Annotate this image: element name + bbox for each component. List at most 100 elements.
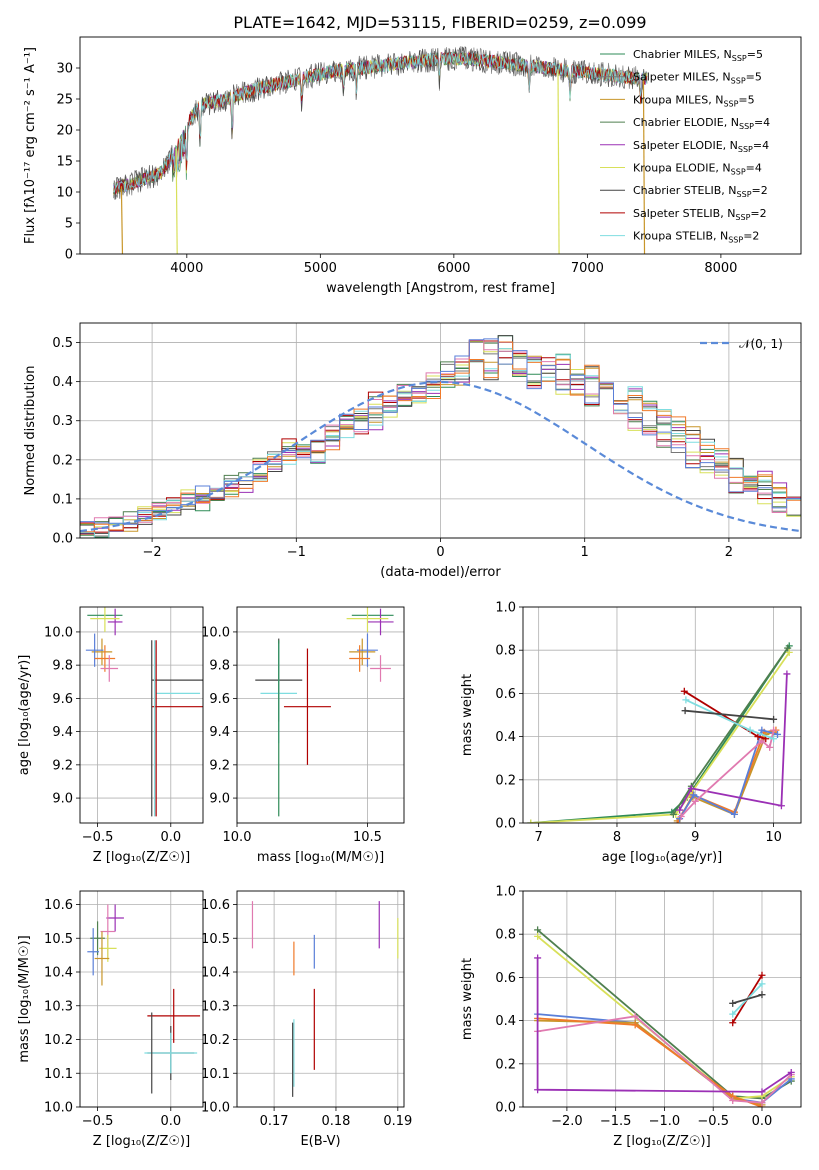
- plot-area: [527, 642, 793, 823]
- weight-marker: [754, 733, 762, 741]
- y-tick-label: 0.4: [495, 730, 516, 745]
- weight-marker: [770, 735, 778, 743]
- x-tick-label: 7: [535, 830, 543, 845]
- y-tick-label: 15: [56, 155, 73, 170]
- weight-marker: [534, 954, 542, 962]
- y-tick-label: 9.4: [52, 725, 73, 740]
- plot-area: [85, 607, 203, 817]
- y-tick-label: 9.6: [209, 692, 230, 707]
- x-tick-label: 10: [765, 830, 782, 845]
- plot-area: [113, 46, 648, 254]
- weight-marker: [777, 802, 785, 810]
- histogram-step: [80, 335, 801, 538]
- y-tick-label: 10.4: [201, 966, 230, 981]
- y-tick-label: 10.3: [201, 999, 230, 1014]
- weight-marker: [729, 999, 737, 1007]
- weight-marker: [687, 784, 695, 792]
- spectrum-dropout: [175, 148, 178, 254]
- weight-line: [685, 709, 774, 721]
- weight-marker: [534, 926, 542, 934]
- axes-frame: [79, 606, 204, 824]
- weight-marker: [631, 1021, 639, 1029]
- x-tick-label: −1.5: [600, 1114, 632, 1129]
- y-tick-label: 10.0: [44, 625, 73, 640]
- error-bar: [100, 655, 119, 682]
- weight-marker: [758, 971, 766, 979]
- legend-label: Salpeter MILES, NSSP=5: [633, 71, 762, 86]
- weight-line: [536, 958, 792, 1093]
- y-axis-label: mass weight: [460, 958, 475, 1040]
- y-tick-label: 10.0: [201, 625, 230, 640]
- y-tick-label: 10.5: [44, 932, 73, 947]
- axes-frame: [79, 36, 802, 255]
- x-tick-label: −0.5: [82, 1114, 114, 1129]
- y-tick-label: 5: [65, 217, 73, 232]
- histogram-step: [80, 335, 801, 534]
- y-tick-label: 9.4: [209, 725, 230, 740]
- y-tick-label: 9.0: [52, 792, 73, 807]
- axes-frame: [236, 606, 405, 824]
- x-axis-label: mass [log₁₀(M/M☉)]: [257, 850, 384, 865]
- weight-line: [537, 1017, 763, 1107]
- weight-marker: [669, 810, 677, 818]
- y-tick-label: 0.4: [495, 1014, 516, 1029]
- y-tick-label: 0.2: [52, 453, 73, 468]
- y-tick-label: 0.5: [52, 336, 73, 351]
- plot-area: [251, 901, 399, 1097]
- x-tick-label: 9: [691, 830, 699, 845]
- y-tick-label: 10.5: [201, 932, 230, 947]
- y-tick-label: 9.8: [209, 659, 230, 674]
- y-tick-label: 10.6: [44, 898, 73, 913]
- y-tick-label: 0.2: [495, 1057, 516, 1072]
- x-axis-label: Z [log₁₀(Z/Z☉)]: [93, 1134, 190, 1149]
- spectrum-dropout: [120, 186, 124, 254]
- y-axis-label: age [log₁₀(age/yr)]: [17, 655, 32, 776]
- x-tick-label: 0.19: [383, 1114, 412, 1129]
- error-bar: [90, 607, 120, 632]
- weight-marker: [758, 991, 766, 999]
- x-tick-label: 0.18: [321, 1114, 350, 1129]
- error-bar: [107, 608, 123, 636]
- y-tick-label: 30: [56, 62, 73, 77]
- weight-marker: [774, 730, 782, 738]
- weight-marker: [730, 810, 738, 818]
- error-bar: [367, 608, 394, 636]
- weight-marker: [784, 644, 792, 652]
- weight-marker: [787, 1068, 795, 1076]
- error-bar: [283, 648, 331, 765]
- x-tick-label: −0.5: [697, 1114, 729, 1129]
- weight-marker: [534, 932, 542, 940]
- plot-area: [534, 926, 795, 1107]
- y-tick-label: 10.4: [44, 966, 73, 981]
- legend-label: Salpeter STELIB, NSSP=2: [633, 207, 767, 222]
- panel-mass-weight-vs-age: 7 8 9 10 0.0 0.2 0.4 0.6 0.8 1.0 age [log₁₀(age/yr…: [460, 601, 802, 865]
- spectrum-dropout: [642, 78, 646, 254]
- x-axis-label: Z [log₁₀(Z/Z☉)]: [613, 1134, 710, 1149]
- error-bar: [349, 645, 371, 672]
- x-tick-label: −0.5: [82, 830, 114, 845]
- weight-marker: [681, 707, 689, 715]
- y-tick-label: 1.0: [495, 601, 516, 616]
- y-tick-label: 0.2: [495, 773, 516, 788]
- y-tick-label: 10: [56, 186, 73, 201]
- weight-marker: [758, 980, 766, 988]
- x-tick-label: 0.17: [260, 1114, 289, 1129]
- weight-marker: [758, 1088, 766, 1096]
- axes-frame: [522, 890, 802, 1108]
- x-tick-label: 1: [581, 545, 589, 560]
- weight-marker: [527, 819, 535, 823]
- y-tick-label: 0.0: [495, 1101, 516, 1116]
- error-bar: [106, 904, 124, 932]
- weight-marker: [691, 797, 699, 805]
- axes-frame: [79, 322, 802, 539]
- axes-frame: [236, 890, 405, 1108]
- y-tick-label: 1.0: [495, 885, 516, 900]
- plot-area: [87, 904, 201, 1094]
- gaussian-curve: [80, 380, 801, 533]
- weight-marker: [673, 819, 681, 823]
- weight-marker: [729, 1097, 737, 1105]
- weight-marker: [680, 687, 688, 695]
- legend-label: Salpeter ELODIE, NSSP=4: [633, 139, 769, 154]
- y-tick-label: 10.6: [201, 898, 230, 913]
- error-bar: [90, 921, 105, 956]
